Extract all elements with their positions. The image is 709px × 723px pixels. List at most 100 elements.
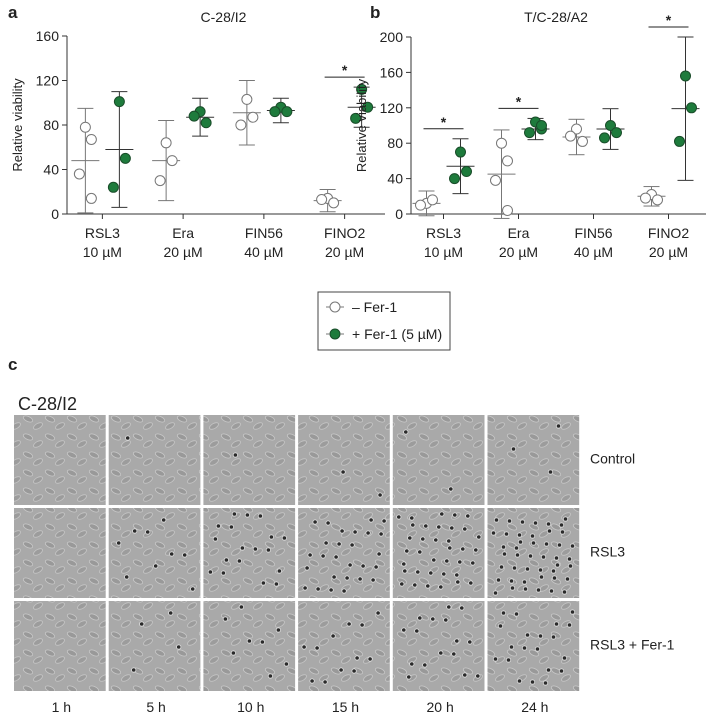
dead-cell bbox=[555, 423, 562, 429]
dead-cell bbox=[351, 668, 357, 674]
dead-cell bbox=[376, 551, 382, 557]
dead-cell bbox=[230, 650, 236, 656]
dead-cell bbox=[505, 657, 512, 663]
dead-cell bbox=[498, 564, 505, 570]
micrograph bbox=[14, 601, 106, 691]
x-dose-label: 20 µM bbox=[499, 244, 538, 260]
dead-cell bbox=[516, 532, 523, 538]
dead-cell bbox=[276, 568, 282, 574]
dead-cell bbox=[430, 616, 436, 622]
dead-cell bbox=[517, 539, 524, 545]
dead-cell bbox=[414, 628, 420, 634]
y-tick-label: 160 bbox=[36, 28, 60, 44]
dead-cell bbox=[524, 566, 531, 572]
dead-cell bbox=[513, 545, 520, 551]
micrograph bbox=[487, 415, 580, 505]
dead-cell bbox=[425, 583, 431, 589]
y-axis-label: Relative viability bbox=[10, 78, 25, 172]
dead-cell bbox=[222, 616, 228, 622]
dead-cell bbox=[281, 535, 287, 541]
dead-cell bbox=[145, 529, 151, 535]
dead-cell bbox=[417, 549, 423, 555]
data-point bbox=[316, 194, 328, 206]
data-point bbox=[269, 106, 281, 118]
dead-cell bbox=[455, 579, 461, 585]
data-point bbox=[599, 132, 610, 144]
dead-cell bbox=[378, 531, 384, 537]
dead-cell bbox=[439, 511, 445, 517]
dead-cell bbox=[406, 674, 412, 680]
y-tick-label: 0 bbox=[51, 206, 59, 222]
micrograph bbox=[108, 601, 201, 691]
dead-cell bbox=[550, 568, 557, 574]
panel-label: a bbox=[8, 3, 18, 22]
data-point bbox=[350, 112, 362, 124]
dead-cell bbox=[451, 651, 457, 657]
dead-cell bbox=[347, 562, 353, 568]
dead-cell bbox=[325, 520, 331, 526]
data-point bbox=[241, 93, 253, 105]
data-point bbox=[247, 111, 259, 123]
dead-cell bbox=[169, 551, 175, 557]
dead-cell bbox=[497, 623, 504, 629]
y-tick-label: 160 bbox=[380, 64, 404, 80]
dead-cell bbox=[532, 520, 539, 526]
dead-cell bbox=[182, 552, 188, 558]
dead-cell bbox=[492, 656, 499, 662]
y-tick-label: 80 bbox=[43, 117, 59, 133]
data-point bbox=[73, 168, 85, 180]
data-point bbox=[235, 119, 247, 131]
dead-cell bbox=[161, 517, 167, 523]
data-point bbox=[686, 102, 697, 114]
dead-cell bbox=[268, 534, 274, 540]
column-label: 1 h bbox=[52, 699, 71, 715]
dead-cell bbox=[492, 590, 499, 596]
dead-cell bbox=[344, 575, 350, 581]
micrograph bbox=[14, 508, 106, 598]
x-dose-label: 10 µM bbox=[424, 244, 463, 260]
dead-cell bbox=[246, 638, 252, 644]
dead-cell bbox=[462, 672, 468, 678]
dead-cell bbox=[365, 530, 371, 536]
data-point bbox=[166, 155, 178, 167]
x-tick-label: Era bbox=[172, 225, 194, 241]
data-point bbox=[455, 146, 466, 158]
dead-cell bbox=[399, 581, 405, 587]
dead-cell bbox=[333, 554, 339, 560]
dead-cell bbox=[244, 512, 250, 518]
dead-cell bbox=[402, 568, 408, 574]
data-point bbox=[200, 117, 212, 129]
data-point bbox=[640, 192, 651, 204]
dead-cell bbox=[500, 610, 507, 616]
dead-cell bbox=[559, 529, 566, 535]
x-dose-label: 20 µM bbox=[325, 244, 364, 260]
x-tick-label: FINO2 bbox=[324, 225, 365, 241]
dead-cell bbox=[545, 667, 552, 673]
data-point bbox=[652, 194, 663, 206]
dead-cell bbox=[514, 552, 521, 558]
dead-cell bbox=[381, 518, 387, 524]
dead-cell bbox=[307, 552, 313, 558]
data-point bbox=[362, 101, 374, 113]
data-point bbox=[524, 127, 535, 139]
data-point bbox=[502, 155, 513, 167]
dead-cell bbox=[320, 553, 326, 559]
dead-cell bbox=[462, 526, 468, 532]
dead-cell bbox=[336, 541, 342, 547]
dead-cell bbox=[529, 533, 536, 539]
dead-cell bbox=[357, 576, 363, 582]
dead-cell bbox=[330, 633, 336, 639]
legend-box bbox=[317, 291, 451, 351]
dead-cell bbox=[537, 633, 544, 639]
dead-cell bbox=[441, 571, 447, 577]
data-point bbox=[449, 173, 460, 185]
dead-cell bbox=[553, 555, 560, 561]
data-point bbox=[674, 135, 685, 147]
y-tick-label: 120 bbox=[380, 100, 404, 116]
dead-cell bbox=[257, 513, 263, 519]
data-point bbox=[502, 204, 513, 216]
dead-cell bbox=[409, 515, 415, 521]
dead-cell bbox=[273, 581, 279, 587]
data-point bbox=[536, 120, 547, 131]
panel-label: b bbox=[370, 3, 380, 22]
